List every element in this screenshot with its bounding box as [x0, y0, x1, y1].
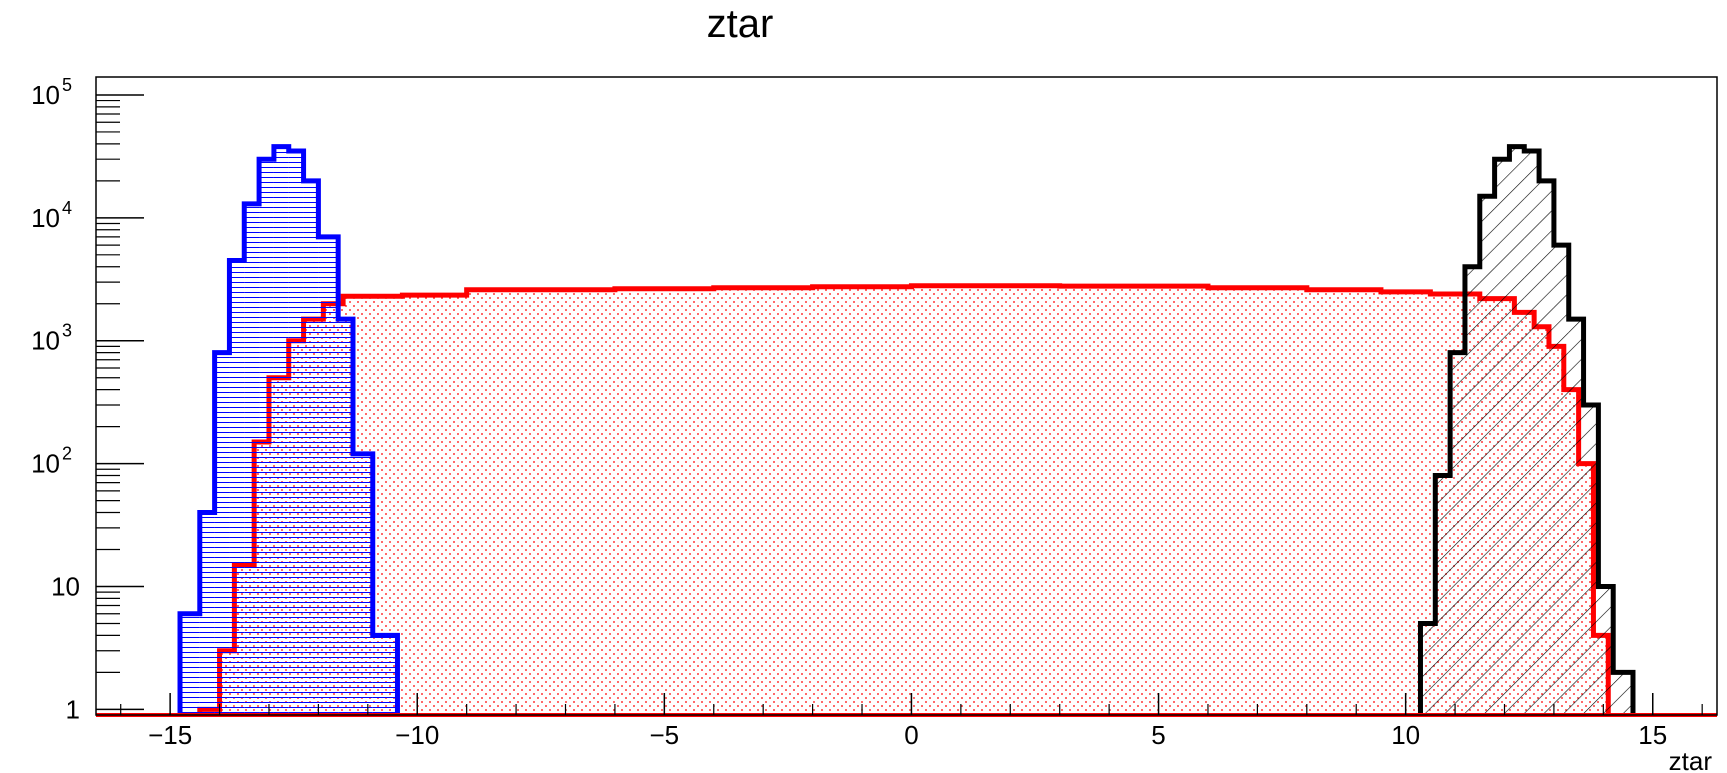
series-1-bar-3: [229, 260, 245, 715]
series-2-bar-4: [1479, 196, 1495, 716]
y-tick-label: 1: [66, 694, 80, 724]
y-tick-label: 10: [31, 326, 60, 356]
x-axis-title: ztar: [1669, 746, 1713, 773]
x-tick-label: −5: [650, 720, 680, 750]
series-1-bar-5: [259, 159, 274, 715]
series-2: [1417, 144, 1636, 716]
series-1-bar-12: [372, 635, 398, 715]
series-2-bar-3: [1464, 266, 1480, 715]
series-2-bar-5: [1494, 159, 1510, 715]
y-tick-label: 10: [31, 449, 60, 479]
y-tick-exponent: 4: [62, 198, 72, 218]
series-2-bar-1: [1435, 475, 1451, 715]
x-tick-label: 5: [1151, 720, 1165, 750]
y-tick-exponent: 2: [62, 444, 72, 464]
series-2-bar-2: [1450, 352, 1465, 715]
series-2-bar-11: [1583, 404, 1599, 715]
series-2-bar-8: [1539, 180, 1554, 716]
plot-frame: [95, 76, 1718, 716]
series-1-bar-9: [318, 236, 339, 715]
x-tick-label: −10: [395, 720, 439, 750]
series-2-bar-0: [1420, 623, 1436, 715]
series-2-bar-6: [1509, 146, 1525, 715]
series-0-bar-9: [402, 295, 467, 715]
series-2-bar-7: [1524, 150, 1540, 715]
series-1-bar-4: [244, 203, 260, 715]
series-2-bar-12: [1598, 586, 1614, 715]
series-2-bar-13: [1613, 672, 1633, 715]
series-0-bar-15: [1059, 286, 1208, 715]
chart-title: ztar: [707, 2, 774, 46]
x-tick-label: 15: [1638, 720, 1667, 750]
series-1-bar-0: [180, 613, 200, 715]
y-tick-label: 10: [31, 80, 60, 110]
series-0-bar-14: [911, 285, 1060, 715]
series-0-bar-17: [1306, 289, 1381, 715]
series-1-bar-10: [338, 319, 353, 715]
series-1-bar-7: [288, 150, 304, 715]
series-0-bar-10: [466, 289, 615, 715]
y-tick-label: 10: [31, 203, 60, 233]
y-tick-exponent: 3: [62, 321, 72, 341]
series-0: [197, 283, 1611, 715]
y-tick-label: 10: [51, 571, 80, 601]
series-1: [177, 144, 400, 716]
x-tick-label: −15: [148, 720, 192, 750]
x-tick-label: 0: [904, 720, 918, 750]
series-2-outline: [1417, 144, 1636, 715]
series-0-bar-12: [713, 287, 813, 715]
series-1-outline: [177, 144, 400, 715]
series-layer: [96, 144, 1717, 717]
series-1-bar-1: [199, 512, 215, 715]
series-1-bar-8: [303, 180, 319, 716]
series-0-bar-16: [1207, 287, 1307, 715]
series-1-bar-11: [352, 453, 373, 715]
series-0-bar-11: [614, 288, 714, 715]
series-1-bar-2: [214, 352, 230, 715]
y-tick-exponent: 5: [62, 75, 72, 95]
series-0-bar-13: [812, 286, 912, 715]
x-tick-label: 10: [1391, 720, 1420, 750]
series-1-bar-6: [273, 146, 289, 715]
series-2-bar-9: [1553, 245, 1569, 716]
series-2-bar-10: [1568, 319, 1584, 715]
